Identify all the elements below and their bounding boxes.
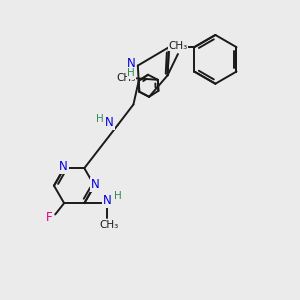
Text: N: N: [103, 194, 111, 207]
Text: CH₃: CH₃: [168, 41, 188, 51]
Text: N: N: [105, 116, 114, 129]
Text: H: H: [128, 68, 135, 78]
Text: N: N: [127, 57, 136, 70]
Text: N: N: [59, 160, 68, 173]
Text: CH₃: CH₃: [100, 220, 119, 230]
Text: N: N: [91, 178, 99, 191]
Text: H: H: [96, 114, 104, 124]
Text: H: H: [114, 191, 122, 201]
Text: F: F: [46, 211, 52, 224]
Text: CH₃: CH₃: [116, 73, 136, 83]
